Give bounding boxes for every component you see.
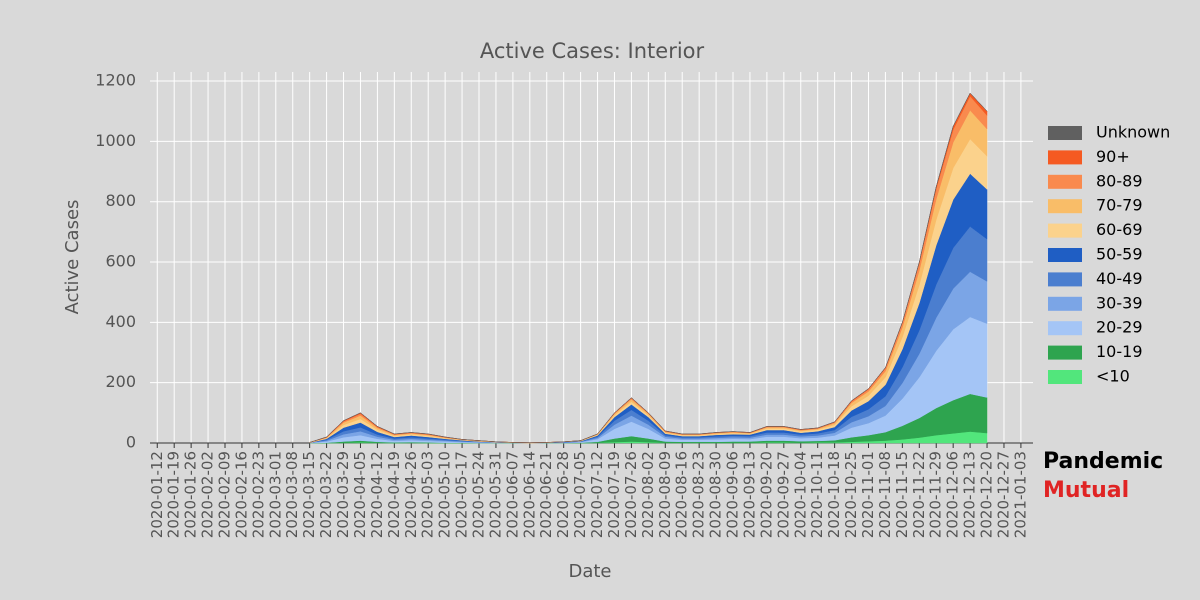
y-tick-label: 200 [105, 372, 136, 391]
x-tick-label: 2020-09-13 [740, 451, 758, 538]
legend-label: 10-19 [1096, 342, 1143, 361]
x-tick-label: 2020-07-05 [571, 451, 589, 538]
x-tick-label: 2020-10-25 [842, 451, 860, 538]
x-tick-label: 2020-04-05 [351, 451, 369, 538]
x-tick-label: 2020-07-26 [622, 451, 640, 538]
x-tick-label: 2020-03-29 [334, 451, 352, 538]
x-tick-label: 2020-08-09 [656, 451, 674, 538]
legend-swatch [1048, 223, 1082, 238]
area [309, 92, 988, 443]
x-tick-label: 2020-04-19 [385, 451, 403, 538]
chart-title: Active Cases: Interior [480, 39, 705, 63]
legend-label: 60-69 [1096, 220, 1143, 239]
x-tick-label: 2020-05-17 [453, 451, 471, 538]
legend-swatch [1048, 174, 1082, 189]
x-tick-label: 2020-11-22 [910, 451, 928, 538]
x-tick-label: 2020-04-26 [402, 451, 420, 538]
legend-label: 70-79 [1096, 196, 1143, 215]
x-tick-label: 2020-05-31 [486, 451, 504, 538]
x-tick-label: 2020-12-20 [978, 451, 996, 538]
legend-swatch [1048, 248, 1082, 262]
x-tick-label: 2020-11-01 [859, 451, 877, 538]
x-tick-label: 2020-08-16 [673, 451, 691, 538]
x-tick-label: 2020-09-27 [774, 451, 792, 538]
y-tick-label: 800 [105, 191, 136, 210]
x-tick-label: 2020-10-04 [791, 451, 809, 538]
legend-swatch [1048, 321, 1082, 336]
legend-swatch [1048, 296, 1082, 311]
x-tick-label: 2020-11-29 [927, 451, 945, 538]
x-tick-label: 2020-08-02 [639, 451, 657, 538]
legend-label: 30-39 [1096, 293, 1143, 312]
x-tick-label: 2020-06-28 [554, 451, 572, 538]
x-tick-label: 2020-10-18 [825, 451, 843, 538]
brand: Mutual [1043, 478, 1129, 503]
legend-swatch [1048, 272, 1082, 287]
x-tick-label: 2020-07-12 [588, 451, 606, 538]
legend-swatch [1048, 199, 1082, 214]
x-tick-label: 2020-05-03 [419, 451, 437, 538]
y-tick-label: 0 [126, 433, 136, 452]
legend-label: Unknown [1096, 123, 1170, 142]
x-tick-label: 2020-03-15 [300, 451, 318, 538]
x-tick-label: 2020-06-21 [537, 451, 555, 538]
x-tick-label: 2020-03-08 [283, 451, 301, 538]
legend-swatch [1048, 370, 1082, 384]
x-tick-label: 2020-09-20 [757, 451, 775, 538]
x-tick-label: 2020-02-23 [249, 451, 267, 538]
legend-label: 80-89 [1096, 171, 1143, 190]
brand: Pandemic [1043, 449, 1163, 474]
y-tick-label: 1200 [95, 71, 136, 90]
x-tick-label: 2020-03-22 [317, 451, 335, 538]
x-axis-label: Date [568, 561, 611, 582]
x-tick-label: 2020-01-19 [165, 451, 183, 538]
x-tick-label: 2020-08-23 [690, 451, 708, 538]
y-tick-label: 1000 [95, 131, 136, 150]
x-tick-label: 2020-02-16 [232, 451, 250, 538]
x-tick-label: 2020-06-07 [503, 451, 521, 538]
x-tick-label: 2020-07-19 [605, 451, 623, 538]
x-tick-label: 2020-02-09 [215, 451, 233, 538]
x-tick-label: 2020-03-01 [266, 451, 284, 538]
legend-label: 40-49 [1096, 269, 1143, 288]
x-tick-label: 2020-12-27 [994, 451, 1012, 538]
x-tick-label: 2020-11-08 [876, 451, 894, 538]
legend-swatch [1048, 345, 1082, 360]
legend-label: 20-29 [1096, 318, 1143, 337]
x-tick-label: 2020-04-12 [368, 451, 386, 538]
x-tick-label: 2020-02-02 [199, 451, 217, 538]
y-axis-label: Active Cases [62, 200, 83, 315]
x-tick-label: 2020-12-06 [944, 451, 962, 538]
legend-swatch [1048, 150, 1082, 165]
x-tick-label: 2020-05-10 [436, 451, 454, 538]
x-tick-label: 2020-09-06 [724, 451, 742, 538]
legend-label: 90+ [1096, 147, 1130, 166]
legend-swatch [1048, 126, 1082, 140]
x-tick-label: 2020-06-14 [520, 451, 538, 538]
x-tick-label: 2020-12-13 [961, 451, 979, 538]
y-tick-label: 400 [105, 312, 136, 331]
x-tick-label: 2020-05-24 [470, 451, 488, 538]
x-tick-label: 2020-08-30 [707, 451, 725, 538]
x-tick-label: 2020-11-15 [893, 451, 911, 538]
x-tick-label: 2020-01-12 [148, 451, 166, 538]
legend-label: <10 [1096, 367, 1130, 386]
y-tick-label: 600 [105, 252, 136, 271]
x-tick-label: 2020-01-26 [182, 451, 200, 538]
x-tick-label: 2020-10-11 [808, 451, 826, 538]
x-tick-label: 2021-01-03 [1011, 451, 1029, 538]
legend-label: 50-59 [1096, 245, 1143, 264]
